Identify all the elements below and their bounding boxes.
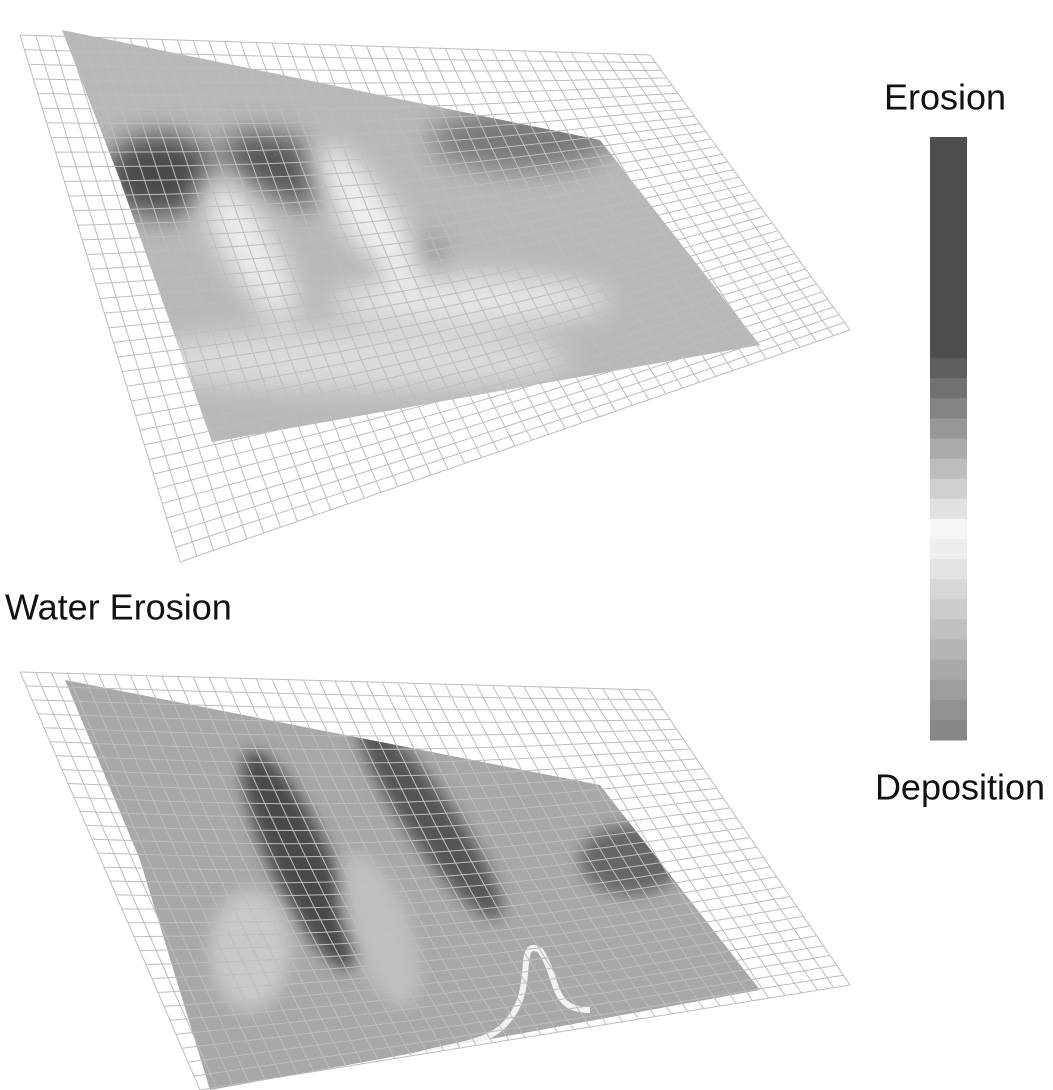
colorbar	[930, 137, 967, 741]
colorbar-step	[930, 298, 967, 319]
surface-plot	[0, 0, 860, 600]
colorbar-step	[930, 559, 967, 580]
colorbar-step	[930, 238, 967, 259]
panel-title: Water Erosion	[5, 587, 232, 628]
figure: Water Erosion Erosion Deposition	[0, 0, 1053, 1090]
colorbar-step	[930, 137, 967, 158]
colorbar-step	[930, 338, 967, 359]
legend-bottom-label: Deposition	[875, 767, 1045, 808]
colorbar-step	[930, 418, 967, 439]
colorbar-step	[930, 579, 967, 600]
mesh-line	[20, 672, 650, 690]
colorbar-step	[930, 197, 967, 218]
colorbar-step	[930, 217, 967, 238]
colorbar-step	[930, 720, 967, 741]
colorbar-step	[930, 318, 967, 339]
surface-plot	[0, 650, 860, 1090]
colorbar-step	[930, 378, 967, 399]
page: Water Erosion Erosion Deposition (() => …	[0, 0, 1053, 1090]
colorbar-step	[930, 519, 967, 540]
legend-top-label: Erosion	[884, 77, 1006, 118]
colorbar-step	[930, 640, 967, 661]
colorbar-step	[930, 177, 967, 198]
colorbar-step	[930, 479, 967, 500]
colorbar-step	[930, 599, 967, 620]
colorbar-step	[930, 619, 967, 640]
colorbar-step	[930, 499, 967, 520]
colorbar-step	[930, 398, 967, 419]
colorbar-step	[930, 539, 967, 560]
colorbar-step	[930, 700, 967, 721]
colorbar-step	[930, 660, 967, 681]
colorbar-step	[930, 439, 967, 460]
colorbar-step	[930, 157, 967, 178]
colorbar-step	[930, 459, 967, 480]
colorbar-step	[930, 358, 967, 379]
colorbar-step	[930, 278, 967, 299]
colorbar-step	[930, 680, 967, 701]
colorbar-step	[930, 258, 967, 279]
